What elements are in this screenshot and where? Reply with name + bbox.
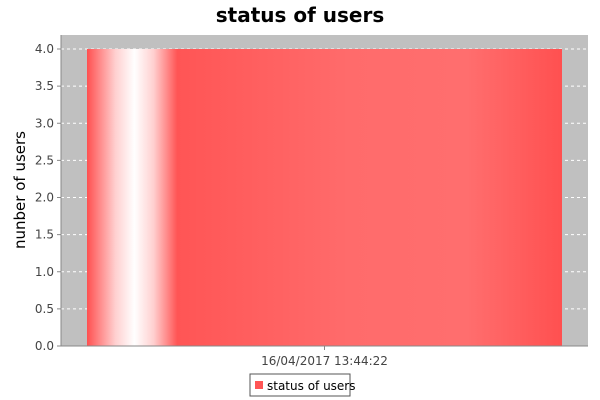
y-tick-label: 0.0 [35, 339, 54, 353]
legend-swatch [255, 381, 263, 389]
y-tick-label: 1.5 [35, 228, 54, 242]
y-tick-label: 3.0 [35, 116, 54, 130]
y-tick-label: 1.0 [35, 265, 54, 279]
y-tick-label: 2.5 [35, 153, 54, 167]
bars [87, 49, 562, 346]
y-tick-label: 2.0 [35, 191, 54, 205]
chart-title: status of users [216, 3, 385, 27]
y-tick-label: 0.5 [35, 302, 54, 316]
y-ticks: 0.0 0.5 1.0 1.5 2.0 2.5 3.0 3.5 4.0 [35, 42, 61, 353]
y-tick-label: 3.5 [35, 79, 54, 93]
bar [87, 49, 562, 346]
y-axis-label: nunber of users [11, 131, 29, 249]
y-tick-label: 4.0 [35, 42, 54, 56]
x-tick-label: 16/04/2017 13:44:22 [261, 354, 388, 368]
legend-label: status of users [267, 379, 356, 393]
legend-box [249, 373, 351, 397]
legend: status of users [249, 373, 356, 397]
x-ticks: 16/04/2017 13:44:22 [261, 346, 388, 368]
